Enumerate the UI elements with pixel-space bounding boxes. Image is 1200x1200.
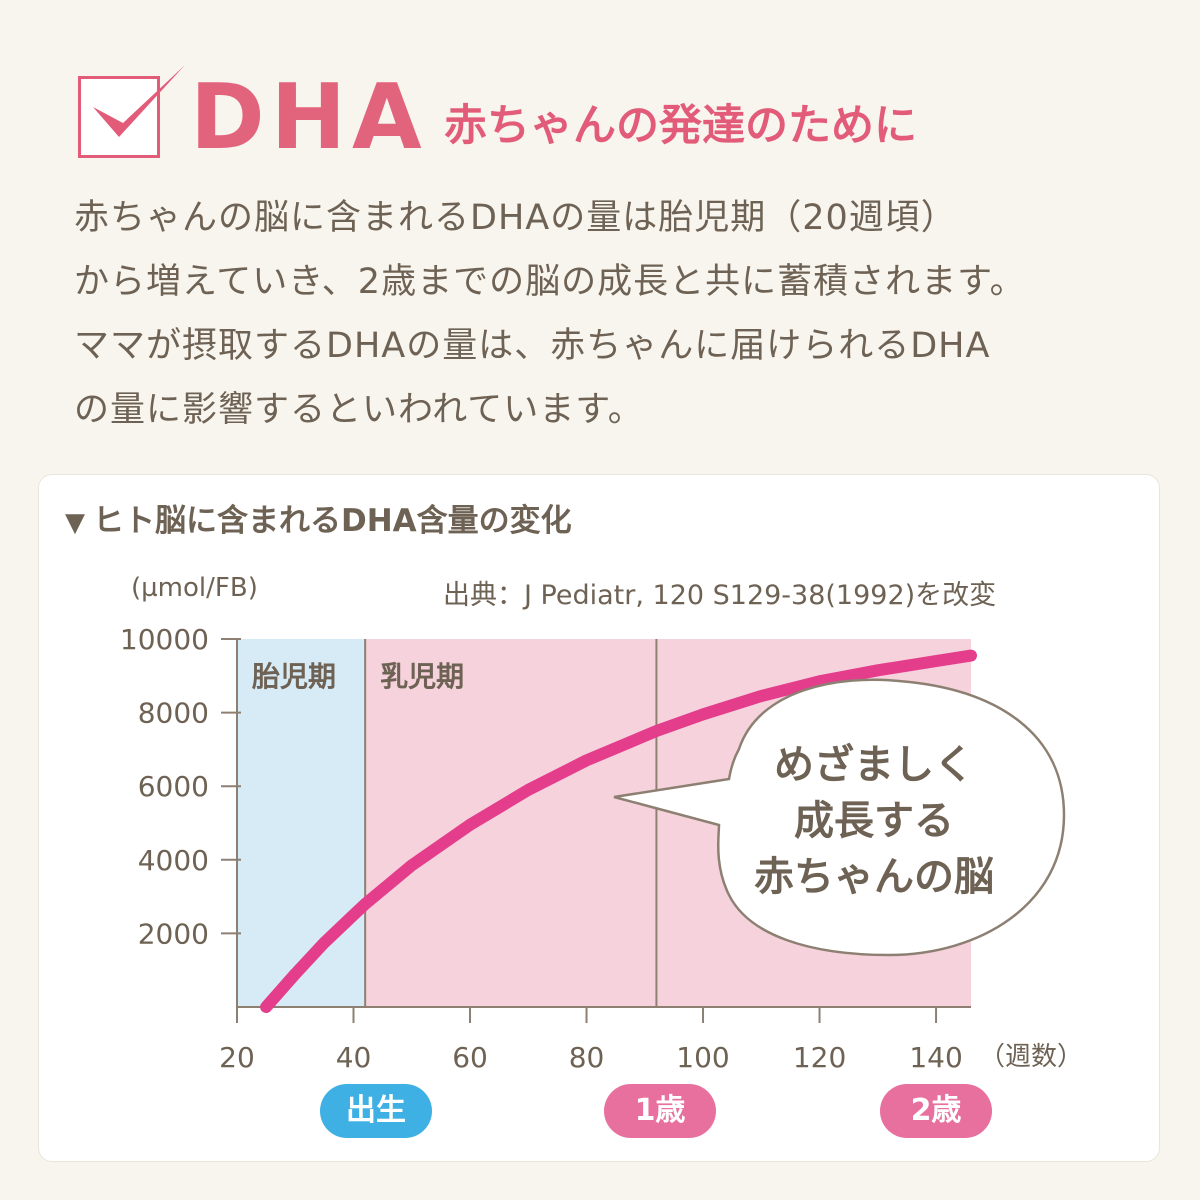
dha-curve <box>260 649 977 1013</box>
intro-line: 赤ちゃんの脳に含まれるDHAの量は胎児期（20週頃） <box>74 198 957 238</box>
intro-line: ママが摂取するDHAの量は、赤ちゃんに届けられるDHA <box>74 326 991 366</box>
x-tick-label: 20 <box>219 1041 255 1074</box>
region-fetal <box>237 639 366 1007</box>
intro-line: から増えていき、2歳までの脳の成長と共に蓄積されます。 <box>74 262 1026 302</box>
x-tick-label: 120 <box>793 1041 846 1074</box>
x-tick-label: 40 <box>336 1041 372 1074</box>
checkmark-icon <box>93 65 185 137</box>
triangle-down-icon: ▼ <box>65 508 85 538</box>
bubble-line: めざましく <box>774 742 974 788</box>
y-tick-label: 6000 <box>138 770 209 803</box>
x-tick-label: 140 <box>909 1041 962 1074</box>
x-tick-label: 100 <box>676 1041 729 1074</box>
chart-title-text: ヒト脳に含まれるDHA含量の変化 <box>93 503 572 539</box>
dha-chart: 胎児期 乳児期 2000 4000 6000 8000 10000 20 40 60 80 100 12… <box>120 623 1083 1074</box>
y-tick-label: 10000 <box>120 623 209 656</box>
y-tick-label: 8000 <box>138 697 209 730</box>
page-subtitle: 赤ちゃんの発達のために <box>444 101 917 151</box>
y-tick-label: 4000 <box>138 844 209 877</box>
age-1-badge: 1歳 <box>604 1084 716 1138</box>
intro-line: の量に影響するといわれています。 <box>74 390 644 430</box>
age-2-badge: 2歳 <box>880 1084 992 1138</box>
bubble-line: 赤ちゃんの脳 <box>754 854 994 900</box>
x-tick-label: 60 <box>452 1041 488 1074</box>
x-tick-label: 80 <box>569 1041 605 1074</box>
x-axis-unit: （週数） <box>979 1042 1083 1072</box>
chart-source: 出典：J Pediatr, 120 S129-38(1992)を改変 <box>443 580 997 611</box>
chart-card: ▼ ヒト脳に含まれるDHA含量の変化 (µmol/FB) 出典：J Pediatr… <box>38 474 1160 1162</box>
region-label: 乳児期 <box>380 660 464 693</box>
chart-title: ▼ ヒト脳に含まれるDHA含量の変化 <box>65 499 572 545</box>
speech-bubble <box>613 678 1066 957</box>
page-title: DHA <box>190 65 428 170</box>
region-label: 胎児期 <box>252 660 336 693</box>
intro-text: 赤ちゃんの脳に含まれるDHAの量は胎児期（20週頃） から増えていき、2歳までの… <box>74 186 1154 442</box>
y-axis-unit: (µmol/FB) <box>131 573 258 603</box>
checkbox-icon <box>78 65 185 158</box>
speech-bubble-text: めざましく 成長する 赤ちゃんの脳 <box>729 737 1019 905</box>
birth-badge: 出生 <box>320 1084 432 1138</box>
y-tick-label: 2000 <box>138 917 209 950</box>
bubble-line: 成長する <box>794 798 954 844</box>
